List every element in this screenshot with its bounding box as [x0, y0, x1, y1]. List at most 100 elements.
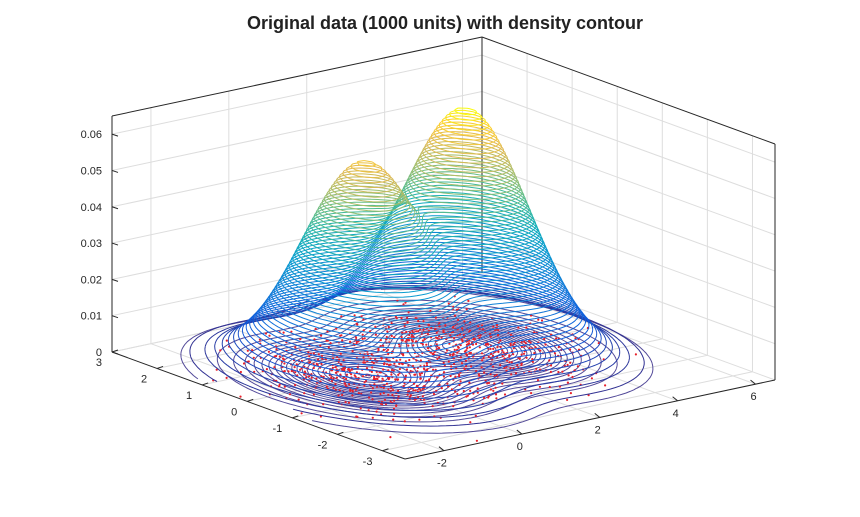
data-point — [510, 361, 513, 364]
data-point — [478, 336, 481, 339]
data-point — [373, 383, 376, 386]
data-point — [473, 337, 476, 341]
data-point — [487, 381, 490, 385]
data-point — [409, 369, 412, 373]
data-point — [297, 398, 300, 401]
data-point — [524, 342, 527, 345]
data-point — [557, 346, 560, 349]
data-point — [219, 349, 222, 352]
surface-layer — [189, 107, 645, 427]
data-point — [497, 329, 500, 332]
data-point — [382, 344, 385, 347]
data-point — [494, 386, 497, 389]
data-point — [319, 344, 322, 347]
data-point — [411, 330, 414, 333]
data-point — [528, 347, 531, 350]
data-point — [407, 390, 410, 393]
data-point — [574, 337, 577, 340]
data-point — [415, 359, 418, 362]
data-point — [459, 380, 462, 383]
data-point — [385, 358, 388, 361]
data-point — [451, 326, 454, 329]
data-point — [495, 397, 498, 400]
data-point — [475, 370, 478, 373]
z-tick-label: 0.01 — [81, 311, 102, 323]
data-point — [489, 347, 492, 350]
data-point — [505, 369, 508, 372]
data-point — [423, 385, 426, 388]
surface-contour — [258, 260, 578, 359]
data-point — [407, 311, 410, 314]
data-point — [345, 377, 348, 380]
z-tick-label: 0.06 — [81, 129, 102, 141]
data-point — [469, 389, 472, 392]
data-point — [463, 350, 466, 353]
data-point — [387, 348, 390, 351]
data-point — [336, 355, 339, 358]
data-point — [366, 353, 369, 356]
surface-contour — [273, 241, 563, 330]
data-point — [320, 362, 323, 366]
data-point — [413, 367, 416, 370]
data-point — [356, 386, 359, 389]
data-point — [566, 398, 569, 401]
data-point — [509, 367, 512, 370]
data-point — [433, 350, 436, 353]
data-point — [412, 344, 415, 347]
data-point — [299, 368, 302, 371]
data-point — [315, 377, 318, 380]
x-tick-label: 2 — [595, 424, 601, 436]
data-point — [548, 359, 551, 362]
data-point — [392, 407, 396, 410]
data-point — [398, 362, 401, 365]
grid-line — [382, 371, 753, 452]
data-point — [434, 316, 437, 319]
data-point — [405, 338, 408, 341]
data-point — [538, 385, 542, 388]
x-tick-label: 0 — [517, 441, 523, 453]
surface-contour — [323, 157, 518, 217]
data-point — [387, 388, 390, 391]
data-point — [335, 376, 338, 379]
data-point — [415, 330, 418, 333]
data-point — [334, 366, 337, 369]
data-point — [355, 336, 358, 339]
x-tick-mark — [516, 429, 523, 435]
data-point — [531, 358, 534, 361]
data-point — [492, 347, 495, 350]
floor-contour — [344, 335, 503, 383]
data-point — [446, 349, 449, 352]
grid-line — [111, 90, 483, 171]
data-point — [402, 354, 405, 357]
data-point — [444, 324, 447, 327]
data-point — [469, 321, 472, 324]
data-point — [453, 314, 457, 317]
data-point — [303, 373, 306, 376]
data-point — [456, 334, 459, 337]
data-point — [385, 363, 389, 366]
data-point — [440, 336, 443, 339]
data-point — [359, 407, 362, 410]
data-point — [494, 329, 497, 332]
data-point — [393, 399, 396, 402]
data-point — [407, 344, 410, 347]
data-point — [339, 363, 342, 366]
data-point — [412, 389, 415, 392]
data-point — [362, 329, 365, 332]
grid-line — [481, 163, 776, 272]
data-point — [442, 371, 446, 374]
data-point — [474, 414, 477, 417]
x-tick-mark — [438, 446, 445, 452]
data-point — [459, 356, 462, 359]
data-point — [501, 349, 504, 352]
data-point — [501, 382, 504, 385]
data-point — [481, 359, 484, 362]
data-point — [371, 398, 374, 401]
data-point — [353, 314, 356, 317]
data-point — [452, 362, 456, 365]
data-point — [557, 370, 560, 374]
grid-line — [462, 276, 756, 385]
data-point — [395, 317, 398, 320]
data-point — [351, 389, 354, 392]
data-point — [406, 393, 409, 396]
